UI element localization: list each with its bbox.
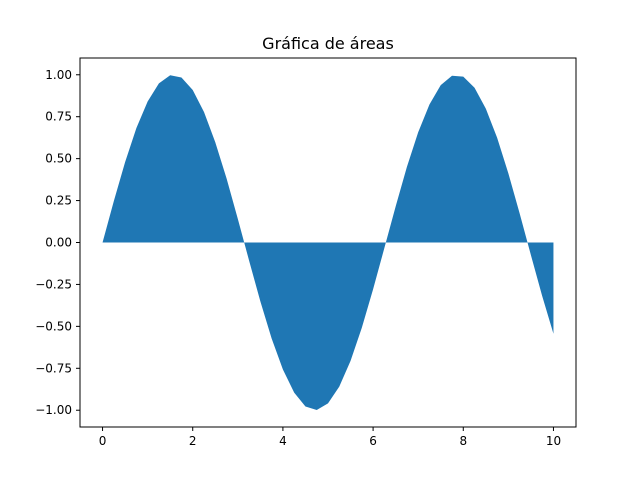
y-tick-label: 0.75 [45,110,72,124]
plot-area [102,75,554,411]
x-tick-label: 8 [459,434,467,448]
x-tick-label: 10 [546,434,561,448]
y-tick-label: −1.00 [35,403,72,417]
x-tick-label: 2 [189,434,197,448]
y-tick-label: 0.00 [45,236,72,250]
x-axis: 0 2 4 6 8 10 [99,427,561,448]
y-tick-label: 0.50 [45,152,72,166]
y-tick-label: 1.00 [45,68,72,82]
x-tick-label: 0 [99,434,107,448]
y-tick-label: −0.25 [35,277,72,291]
y-tick-label: 0.25 [45,194,72,208]
x-tick-label: 6 [369,434,377,448]
y-tick-label: −0.75 [35,361,72,375]
x-tick-label: 4 [279,434,287,448]
chart-title: Gráfica de áreas [262,34,394,53]
y-tick-label: −0.50 [35,319,72,333]
axes-frame [79,57,577,428]
area-series-0 [102,75,554,411]
y-axis: 1.00 0.75 0.50 0.25 0.00 −0.25 −0.50 −0.75 −1.00 [35,68,80,417]
